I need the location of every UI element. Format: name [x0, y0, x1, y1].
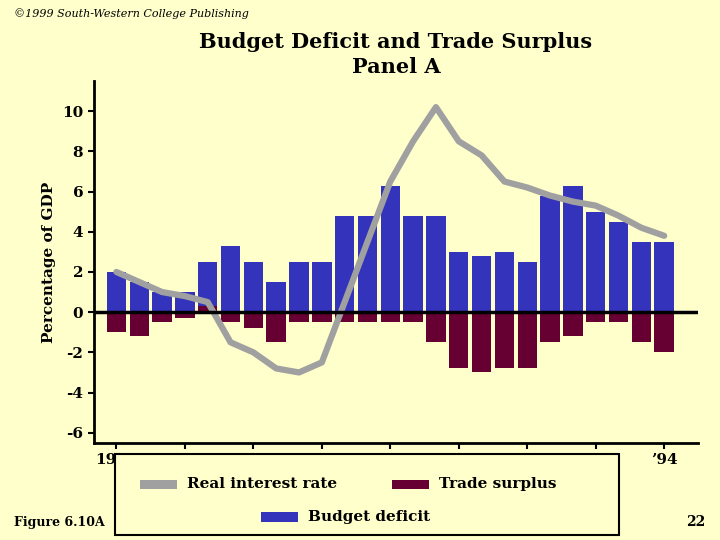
FancyBboxPatch shape [392, 480, 428, 489]
Bar [403, 312, 423, 322]
Bar [243, 262, 263, 312]
Bar [518, 262, 537, 312]
Bar [130, 312, 149, 336]
Bar [289, 312, 309, 322]
Bar [266, 282, 286, 312]
Bar [198, 262, 217, 312]
Y-axis label: Percentage of GDP: Percentage of GDP [42, 181, 56, 342]
Bar [426, 215, 446, 312]
FancyBboxPatch shape [115, 454, 619, 535]
Bar [654, 242, 674, 312]
Bar [449, 312, 469, 368]
FancyBboxPatch shape [261, 512, 297, 522]
Bar [381, 312, 400, 322]
Text: Trade surplus: Trade surplus [438, 477, 557, 491]
Text: Figure 6.10A: Figure 6.10A [14, 516, 105, 529]
Text: 22: 22 [686, 515, 706, 529]
Bar [312, 262, 331, 312]
FancyBboxPatch shape [140, 480, 176, 489]
Text: ©1999 South-Western College Publishing: ©1999 South-Western College Publishing [14, 8, 249, 19]
Bar [403, 215, 423, 312]
Bar [426, 312, 446, 342]
Bar [472, 256, 491, 312]
Bar [153, 312, 172, 322]
Bar [312, 312, 331, 322]
Bar [563, 186, 582, 312]
Title: Budget Deficit and Trade Surplus
Panel A: Budget Deficit and Trade Surplus Panel A [199, 32, 593, 77]
Bar [335, 312, 354, 322]
Bar [198, 306, 217, 312]
Bar [586, 212, 606, 312]
Bar [335, 215, 354, 312]
Bar [654, 312, 674, 352]
Bar [266, 312, 286, 342]
Bar [221, 312, 240, 322]
Bar [221, 246, 240, 312]
Bar [381, 186, 400, 312]
Bar [175, 292, 194, 312]
Bar [518, 312, 537, 368]
Bar [631, 242, 651, 312]
Bar [495, 312, 514, 368]
Bar [358, 215, 377, 312]
Bar [586, 312, 606, 322]
Bar [107, 272, 126, 312]
Bar [472, 312, 491, 373]
Bar [631, 312, 651, 342]
Bar [153, 292, 172, 312]
Text: Real interest rate: Real interest rate [186, 477, 337, 491]
Bar [175, 312, 194, 318]
Bar [130, 282, 149, 312]
Bar [540, 312, 559, 342]
Bar [358, 312, 377, 322]
Bar [289, 262, 309, 312]
Bar [609, 312, 629, 322]
Bar [495, 252, 514, 312]
Text: Budget deficit: Budget deficit [307, 510, 430, 524]
Bar [563, 312, 582, 336]
Bar [243, 312, 263, 328]
Bar [540, 195, 559, 312]
Bar [609, 222, 629, 312]
Bar [107, 312, 126, 332]
Bar [449, 252, 469, 312]
